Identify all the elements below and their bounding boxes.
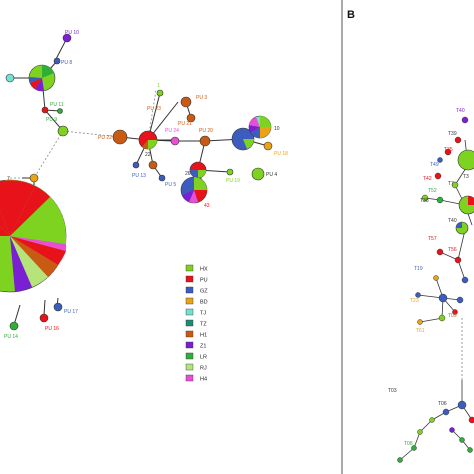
legend-label: BD xyxy=(200,300,208,306)
node-label: T38 xyxy=(420,198,429,204)
panel-b-pie-node-middle xyxy=(458,195,474,215)
legend-item: BD xyxy=(185,297,208,306)
node-label: T49 xyxy=(430,162,439,168)
node-label: T35 xyxy=(444,147,453,153)
node-label: PU 23 xyxy=(147,106,161,112)
legend-item: GZ xyxy=(185,286,208,295)
legend-label: H1 xyxy=(200,333,207,339)
node-label: PU 14 xyxy=(4,334,18,340)
pie-node-blue-cluster xyxy=(231,127,255,151)
node-label: PU 21 xyxy=(178,121,192,127)
legend-item: PU xyxy=(185,275,208,284)
node-label: PU 13 xyxy=(132,173,146,179)
node-label: T56 xyxy=(448,247,457,253)
legend-label: TZ xyxy=(200,322,207,328)
node-label: 10 xyxy=(274,126,280,132)
legend: HX PU GZ BD TJ TZ H1 Z1 xyxy=(185,264,208,383)
node-label: PU 8 xyxy=(61,60,72,66)
node-label: PU 4 xyxy=(266,172,277,178)
node-label: 1 xyxy=(157,83,160,89)
node-label: PU 10 xyxy=(65,30,79,36)
legend-item: Z1 xyxy=(185,341,206,350)
node-label: T06 xyxy=(438,401,447,407)
legend-item: H1 xyxy=(185,330,207,339)
node-label: PU 18 xyxy=(274,151,288,157)
node-label: PU 17 xyxy=(64,309,78,315)
node-label: T40 xyxy=(448,218,457,224)
node-label: PU 3 xyxy=(196,95,207,101)
panel-b-small-nodes xyxy=(397,116,474,463)
panel-a-labels: PU 10 PU 8 PU 11 PU 9 1 PU 23 PU 3 PU 22… xyxy=(4,30,288,340)
legend-label: GZ xyxy=(200,289,208,295)
node-label: PU 9 xyxy=(46,117,57,123)
pie-node-red-hub xyxy=(138,130,158,150)
node-label: T19 xyxy=(414,266,423,272)
pie-node-43 xyxy=(180,176,208,204)
legend-item: RJ xyxy=(185,363,207,372)
node-label: T23 xyxy=(410,298,419,304)
node-label: PU 19 xyxy=(226,178,240,184)
node-label: T03 xyxy=(388,388,397,394)
legend-item: TJ xyxy=(185,308,206,317)
node-label: T08 xyxy=(404,441,413,447)
node-label: 22 xyxy=(145,152,151,158)
node-label: 7 xyxy=(7,176,10,182)
legend-item: TZ xyxy=(185,319,207,328)
node-label: PU 20 xyxy=(199,128,213,134)
legend-label: H4 xyxy=(200,377,207,383)
panel-b-pie-node-lower xyxy=(455,221,469,235)
legend-item: HX xyxy=(185,264,208,273)
node-label: PU 24 xyxy=(165,128,179,134)
node-label: T40 xyxy=(456,108,465,114)
node-label: T09 xyxy=(448,313,457,319)
pie-node-large-main xyxy=(0,179,67,293)
node-label: T61 xyxy=(416,328,425,334)
node-label: T3 xyxy=(463,174,469,180)
node-label: T42 xyxy=(423,176,432,182)
legend-label: Z1 xyxy=(200,344,206,350)
node-label: 26 xyxy=(185,171,191,177)
legend-item: LR xyxy=(185,352,207,361)
legend-item: H4 xyxy=(185,374,207,383)
pie-node-top-cluster xyxy=(28,64,56,92)
panel-b-pie-node-upper xyxy=(457,149,474,171)
node-label: PU 11 xyxy=(50,102,64,108)
pie-node-mixed-10 xyxy=(248,115,272,139)
pie-node-26 xyxy=(189,161,207,179)
node-label: PU 22 xyxy=(98,135,112,141)
node-label: 43 xyxy=(204,203,210,209)
node-label: T7 xyxy=(448,181,454,187)
legend-label: HX xyxy=(200,267,208,273)
legend-label: TJ xyxy=(200,311,206,317)
panel-letter-b: B xyxy=(347,9,355,21)
panel-b-labels: T40 T39 T3 T35 T49 T42 T7 T52 T38 T40 T5… xyxy=(388,108,469,447)
node-label: T39 xyxy=(448,131,457,137)
node-label: PU 5 xyxy=(165,182,176,188)
node-label: PU 16 xyxy=(45,326,59,332)
legend-label: PU xyxy=(200,278,208,284)
panel-a-small-nodes xyxy=(5,33,273,331)
node-label: T52 xyxy=(428,188,437,194)
legend-label: RJ xyxy=(200,366,207,372)
node-label: T57 xyxy=(428,236,437,242)
legend-label: LR xyxy=(200,355,207,361)
